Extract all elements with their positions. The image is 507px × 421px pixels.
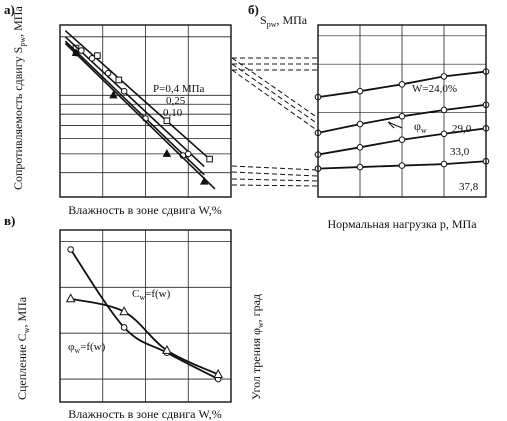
panel-a-point-2-1	[104, 69, 112, 77]
panel-b-ylabel: Spw, МПа	[260, 13, 308, 29]
panel-b-point-2-2	[398, 136, 406, 144]
panel-a-series-line-0	[64, 30, 211, 160]
panel-a-label: а)	[4, 2, 15, 17]
panel-v-xlabel: Влажность в зоне сдвига W,%	[68, 407, 221, 421]
panel-a-series-line-3	[64, 42, 216, 190]
panel-v-y2label: Угол трения φw, град	[249, 294, 265, 400]
panel-v-ylabel-main: Сцепление C	[15, 333, 29, 400]
panel-a-point-1-2	[120, 87, 128, 95]
v-label-cw-func: =f(w)	[145, 288, 170, 300]
panel-a-point-1-3	[184, 150, 192, 158]
panel-a-point-0-4	[206, 155, 213, 163]
panel-b-point-1-2	[398, 112, 406, 120]
panel-a-point-0-1	[94, 52, 101, 59]
panel-connectors	[231, 57, 319, 187]
panel-b-point-2-1	[356, 144, 364, 151]
panel-a-point-2-0	[78, 47, 85, 54]
v-label-cw: Cw=f(w)	[132, 288, 171, 302]
v-label-phiw-sub: w	[74, 346, 80, 355]
panel-v-point-0-0	[67, 246, 74, 253]
panel-v-y2label-main: Угол трения φ	[249, 328, 263, 400]
panel-a-point-3-2	[162, 149, 172, 157]
b-label-phi-sub: w	[421, 126, 427, 135]
panel-v-point-0-1	[120, 324, 128, 331]
b-label-phi: φw	[414, 119, 427, 135]
b-label-w33: 33,0	[450, 146, 470, 158]
panel-a-point-1-1	[88, 55, 96, 62]
panel-b-point-0-1	[356, 87, 364, 95]
panel-v-label: в)	[4, 213, 15, 228]
panel-b-point-0-2	[398, 81, 406, 88]
connector-line-5	[231, 69, 319, 132]
panel-v-frame	[59, 229, 232, 403]
panel-a-point-3-3	[200, 176, 209, 185]
connector-line-4	[231, 63, 319, 125]
panel-v-series-curve-1	[70, 297, 219, 376]
panel-b-frame	[317, 24, 487, 198]
panel-a-ylabel-unit: , МПа	[11, 6, 25, 37]
b-label-phi-main: φ	[414, 119, 421, 133]
v-label-cw-main: C	[132, 288, 139, 300]
a-label-p04: P=0,4 МПа	[153, 83, 205, 95]
b-label-w24: W=24,0%	[412, 83, 457, 95]
panel-a-series-line-2	[64, 40, 205, 176]
panel-v-ylabel: Сцепление Cw, МПа	[15, 296, 31, 400]
panel-v-point-1-2	[162, 344, 172, 354]
v-label-phiw: φw=f(w)	[68, 341, 106, 355]
connector-line-8	[231, 178, 319, 182]
panel-b-point-3-3	[440, 160, 448, 168]
panel-b-grid	[317, 25, 487, 197]
panel-a-point-0-2	[115, 76, 123, 84]
panel-a-ylabel: Сопротивляемость сдвигу Spw, МПа	[11, 6, 27, 190]
panel-a-frame	[59, 24, 232, 198]
connector-line-3	[231, 57, 319, 119]
b-label-w378: 37,8	[459, 181, 479, 193]
connector-line-7	[231, 171, 319, 177]
panel-b-ylabel-sub: pw	[267, 20, 277, 29]
panel-a-point-0-3	[163, 117, 171, 125]
panel-a-point-3-0	[71, 48, 81, 57]
a-label-025: 0,25	[166, 95, 186, 107]
panel-b-point-2-3	[440, 130, 448, 138]
panel-a: а) P=0,4 МПа 0,25 0,10 Влажность в зоне …	[4, 2, 232, 217]
b-phi-angle-mark	[387, 121, 403, 129]
b-label-w29: 29,0	[452, 123, 472, 135]
v-label-phiw-func: =f(w)	[80, 341, 105, 353]
panel-v: в) Cw=f(w) φw=f(w) Влажность в зоне сдви…	[4, 213, 265, 421]
panel-a-ylabel-main: Сопротивляемость сдвигу S	[11, 47, 25, 190]
panel-b-point-1-3	[440, 106, 448, 114]
panel-v-y2label-sub: w	[256, 322, 265, 328]
panel-b-point-0-3	[440, 73, 448, 80]
v-label-phiw-main: φ	[68, 341, 74, 353]
panel-v-series-curve-0	[69, 248, 219, 380]
panel-a-ylabel-sub: pw	[18, 37, 27, 47]
panel-b-ylabel-main: S	[260, 13, 267, 27]
panel-b-series	[314, 68, 490, 172]
panel-a-series	[64, 30, 216, 190]
panel-b-ylabel-unit: , МПа	[276, 13, 307, 27]
panel-b-point-3-1	[356, 163, 364, 171]
panel-a-point-3-1	[109, 90, 118, 99]
panel-v-series	[65, 246, 224, 383]
panel-b-label: б)	[248, 2, 259, 17]
panel-a-series-line-1	[64, 36, 205, 168]
panel-b-point-3-2	[398, 162, 406, 169]
panel-v-ylabel-unit: , МПа	[15, 296, 29, 327]
panel-v-ylabel-sub: w	[22, 327, 31, 333]
panel-v-point-1-0	[65, 293, 76, 303]
panel-v-y2label-unit: , град	[249, 294, 263, 322]
connector-line-9	[231, 184, 319, 187]
panel-v-point-1-3	[213, 368, 224, 378]
v-label-cw-sub: w	[139, 293, 145, 302]
panel-v-grid	[59, 230, 232, 402]
connector-line-6	[231, 165, 319, 171]
panel-b-xlabel: Нормальная нагрузка р, МПа	[327, 217, 477, 231]
panel-a-xlabel: Влажность в зоне сдвига W,%	[68, 203, 221, 217]
panel-v-point-1-1	[119, 306, 129, 316]
a-label-010: 0,10	[163, 107, 183, 119]
panel-b-point-1-1	[356, 120, 364, 128]
panel-b: б) Spw, МПа W=24,0% 29,0 33,0 37,8 φw Но…	[248, 2, 490, 231]
